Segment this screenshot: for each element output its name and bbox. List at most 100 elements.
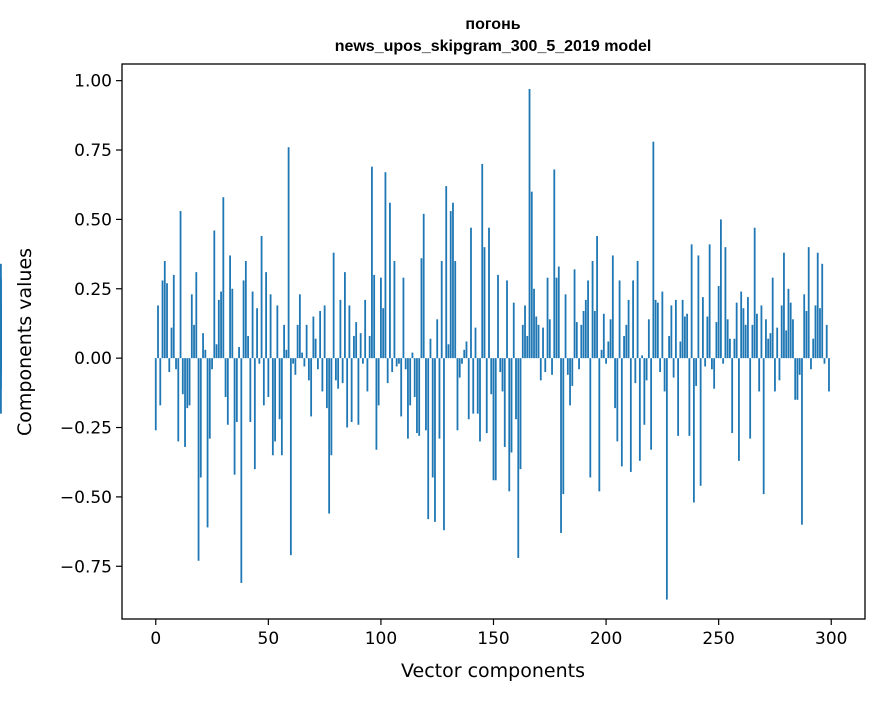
bar: [539, 358, 542, 381]
bar: [368, 335, 371, 359]
bar: [528, 88, 531, 359]
bar: [371, 166, 373, 359]
bar: [758, 358, 761, 392]
bar: [366, 358, 369, 392]
bar: [519, 358, 522, 470]
bar: [756, 313, 758, 359]
bar: [316, 358, 319, 370]
bar: [222, 197, 225, 359]
bar: [404, 358, 407, 370]
bar: [724, 247, 727, 359]
bar: [458, 358, 461, 378]
bar: [769, 333, 772, 359]
bar: [629, 358, 632, 472]
bar: [334, 358, 337, 381]
bar: [235, 358, 238, 422]
bar: [305, 324, 308, 359]
bar: [220, 291, 222, 359]
bar: [285, 349, 288, 359]
y-tick-label: 0.25: [74, 280, 112, 300]
bar: [454, 261, 457, 359]
bar: [526, 335, 529, 359]
bar: [177, 358, 180, 442]
bar: [456, 358, 459, 431]
y-tick-label: −0.50: [60, 488, 112, 508]
bar: [751, 324, 754, 359]
y-axis-ticks: −0.75 −0.50 −0.25 0.00 0.25 0.50 0.75 1.00: [60, 72, 122, 577]
bar: [413, 358, 416, 397]
bar: [0, 358, 2, 389]
bar: [704, 358, 707, 367]
bar: [386, 358, 389, 384]
bar: [400, 358, 403, 417]
bar: [810, 358, 812, 370]
bar: [683, 316, 686, 359]
y-tick-label: 0.50: [74, 210, 112, 230]
bar: [742, 308, 745, 359]
bar: [175, 358, 177, 370]
bar: [296, 324, 299, 359]
bar: [515, 358, 517, 420]
bar: [213, 230, 216, 359]
bar: [733, 338, 736, 359]
y-axis-label: Components values: [14, 248, 36, 436]
bar: [578, 358, 580, 370]
bar: [533, 288, 535, 359]
bar: [447, 344, 450, 359]
bar: [677, 358, 680, 436]
bar: [197, 358, 200, 561]
bar: [449, 211, 452, 359]
bar: [580, 324, 583, 359]
bar: [801, 358, 803, 525]
bar: [501, 358, 504, 392]
bar: [670, 305, 673, 359]
bar: [287, 147, 290, 359]
bar: [321, 358, 324, 392]
bar: [208, 358, 211, 439]
bar: [244, 261, 247, 359]
bar: [686, 313, 689, 359]
bar: [312, 316, 315, 359]
bar: [199, 358, 202, 478]
bar: [314, 338, 317, 359]
bar: [490, 358, 493, 395]
bar: [607, 341, 610, 359]
bar: [440, 261, 443, 359]
bar: [596, 236, 598, 359]
bar: [193, 324, 195, 359]
bar: [476, 358, 479, 414]
bar: [659, 358, 662, 373]
bar: [665, 358, 668, 600]
y-tick-label: 1.00: [74, 72, 112, 92]
bar: [224, 358, 227, 397]
bar: [384, 172, 387, 359]
bar: [289, 358, 292, 556]
bar: [747, 297, 749, 359]
bar: [337, 358, 340, 389]
bar: [240, 358, 243, 583]
bar: [260, 236, 263, 359]
bar: [422, 213, 425, 359]
bar: [267, 358, 270, 397]
bar: [499, 358, 502, 373]
bar: [632, 280, 634, 359]
bar: [271, 358, 274, 456]
bar: [627, 299, 630, 359]
bar: [188, 358, 191, 406]
x-tick-label: 0: [150, 629, 161, 649]
bar: [319, 310, 322, 359]
x-tick-label: 300: [815, 629, 847, 649]
bar: [744, 324, 747, 359]
bar: [814, 305, 817, 359]
bar: [765, 319, 767, 359]
bar: [553, 169, 556, 359]
bar: [789, 302, 792, 359]
bar: [571, 358, 574, 386]
bar: [647, 319, 650, 359]
bar: [398, 358, 400, 364]
bar: [530, 191, 533, 359]
bar: [247, 335, 249, 359]
bar: [380, 277, 382, 359]
bar: [738, 358, 740, 461]
